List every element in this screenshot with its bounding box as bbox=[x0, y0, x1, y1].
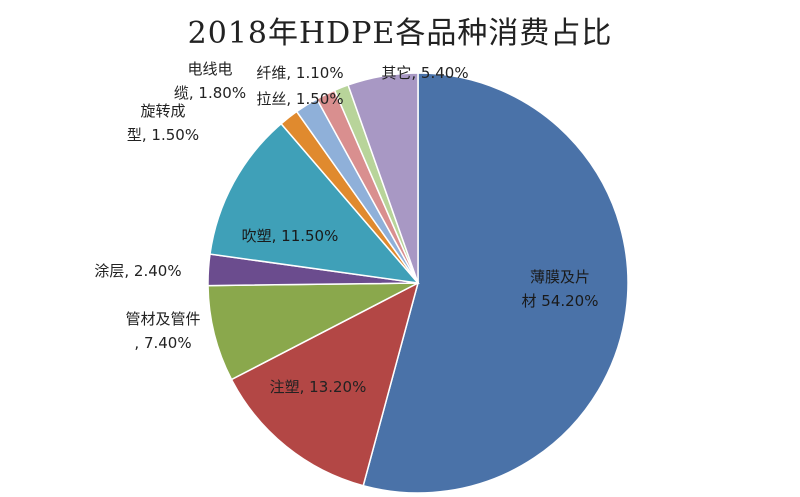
slice-label-7: 拉丝, 1.50% bbox=[256, 90, 343, 108]
slice-label-8: 纤维, 1.10% bbox=[256, 64, 343, 82]
slice-label-3: 涂层, 2.40% bbox=[94, 262, 181, 280]
pie-slice-9 bbox=[347, 72, 419, 284]
slice-label-9: 其它, 5.40% bbox=[381, 64, 468, 82]
pie-slice-4 bbox=[209, 122, 420, 285]
slice-label-1: 注塑, 13.20% bbox=[270, 378, 367, 396]
slice-label-4: 吹塑, 11.50% bbox=[242, 227, 339, 245]
chart-title: 2018年HDPE各品种消费占比 bbox=[187, 16, 613, 51]
pie-slice-0 bbox=[362, 72, 629, 494]
slice-label-6: 电线电缆, 1.80% bbox=[174, 60, 246, 102]
pie-slice-2 bbox=[207, 282, 419, 381]
slice-label-2: 管材及管件, 7.40% bbox=[125, 310, 200, 352]
slice-label-5: 旋转成型, 1.50% bbox=[127, 102, 199, 144]
slice-label-0: 薄膜及片材 54.20% bbox=[522, 268, 599, 310]
pie-slice-1 bbox=[230, 281, 420, 487]
